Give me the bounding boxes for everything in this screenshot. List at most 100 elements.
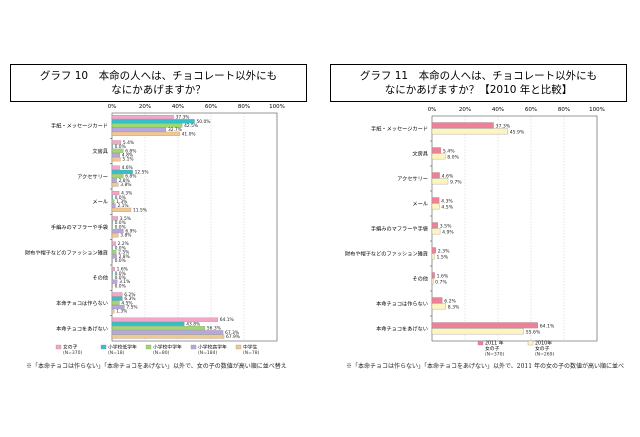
category-label: その他 xyxy=(412,275,428,283)
legend-label: 女の子 xyxy=(63,344,78,351)
category-label: 本命チョコは作らない xyxy=(376,300,428,308)
bar xyxy=(111,115,174,120)
chart-title-line-1: グラフ 10 本命の人へは、チョコレート以外にも xyxy=(39,70,278,82)
data-label: 12.5% xyxy=(135,169,149,175)
legend-n: (N=269) xyxy=(535,352,554,358)
category-label: 手紙・メッセージカード xyxy=(371,125,428,133)
category-label: 手編みのマフラーや手袋 xyxy=(371,225,428,233)
category-label: メール xyxy=(412,202,428,208)
bar xyxy=(111,279,118,284)
data-label: 1.6% xyxy=(117,267,128,273)
chart-title-box: グラフ 11 本命の人へは、チョコレート以外にも なにかあげますか？【2010 … xyxy=(330,64,627,102)
bar xyxy=(111,304,125,310)
bar xyxy=(111,148,124,153)
bar xyxy=(111,203,116,208)
bar xyxy=(431,272,435,279)
data-label: 64.1% xyxy=(220,317,234,323)
legend-swatch xyxy=(55,344,62,350)
bar xyxy=(431,303,446,310)
category-label: 本命チョコをあげない xyxy=(56,324,108,332)
x-tick-label: 80% xyxy=(558,107,570,113)
bar xyxy=(111,330,224,335)
legend-n: (N=80) xyxy=(153,350,170,356)
data-label: 2.8% xyxy=(119,254,130,260)
data-label: 4.3% xyxy=(441,199,453,205)
data-label: 6.2% xyxy=(124,292,135,298)
bar xyxy=(431,253,435,260)
chart-panel-graph11: グラフ 11 本命の人へは、チョコレート以外にも なにかあげますか？【2010 … xyxy=(320,0,640,437)
data-label: 4.8% xyxy=(122,153,133,159)
legend-swatch xyxy=(527,340,534,346)
legend-swatch xyxy=(145,344,152,350)
x-tick-label: 80% xyxy=(238,104,250,110)
x-tick-label: 0% xyxy=(108,104,117,110)
bar xyxy=(111,140,122,145)
data-label: 3.8% xyxy=(120,182,131,188)
bar xyxy=(111,119,195,124)
bar xyxy=(111,182,119,187)
bar xyxy=(111,224,113,229)
chart-panel-graph10: グラフ 10 本命の人へは、チョコレート以外にも なにかあげますか？ 0% 20%… xyxy=(10,64,307,370)
data-label: 0.0% xyxy=(115,195,126,201)
bar xyxy=(431,178,449,185)
data-label: 64.1% xyxy=(540,324,555,330)
bar xyxy=(111,326,206,331)
bar xyxy=(111,216,118,221)
data-label: 4.5% xyxy=(441,205,453,211)
bar xyxy=(431,153,446,160)
legend-label: 中学生 xyxy=(243,344,258,351)
bar xyxy=(431,147,442,154)
data-label: 2.8% xyxy=(119,178,130,184)
bar xyxy=(111,267,115,272)
x-tick-label: 0% xyxy=(428,107,437,113)
category-label: アクセサリー xyxy=(397,176,428,183)
x-tick-label: 40% xyxy=(492,107,504,113)
data-label: 4.6% xyxy=(122,165,133,171)
legend-swatch xyxy=(190,344,197,350)
bar xyxy=(431,278,434,285)
bar xyxy=(111,321,185,326)
data-label: 0.0% xyxy=(115,258,126,264)
chart-footnote: ※「本命チョコは作らない」「本命チョコをあげない」以外で、2011 年の女の子の… xyxy=(346,363,624,370)
bar xyxy=(111,271,113,276)
data-label: 3.1% xyxy=(119,279,130,285)
bar xyxy=(111,174,124,179)
data-label: 5.4% xyxy=(443,149,455,155)
category-label: 本命チョコは作らない xyxy=(56,299,108,307)
bar xyxy=(431,228,441,235)
bar xyxy=(111,292,123,297)
x-tick-label: 60% xyxy=(205,104,217,110)
data-label: 42.5% xyxy=(184,123,198,129)
data-label: 5.4% xyxy=(123,140,134,146)
data-label: 0.7% xyxy=(435,280,447,286)
legend-label: 小学校低学年 xyxy=(108,344,137,351)
category-label: 本命チョコをあげない xyxy=(376,325,428,333)
data-label: 0.0% xyxy=(115,275,126,281)
legend-label: 小学校中学年 xyxy=(153,344,182,351)
data-label: 1.3% xyxy=(116,309,127,315)
bar xyxy=(111,228,124,234)
x-tick-label: 20% xyxy=(139,104,151,110)
chart-footnote: ※「本命チョコは作らない」「本命チョコをあげない」以外で、女の子の数値が高い順に… xyxy=(26,363,287,370)
bar xyxy=(111,300,120,305)
bar xyxy=(111,245,113,250)
legend-n: (N=18) xyxy=(108,350,125,356)
bar xyxy=(111,250,117,255)
data-label: 32.7% xyxy=(168,127,182,133)
data-label: 6.3% xyxy=(124,296,135,302)
data-label: 67.3% xyxy=(225,330,239,336)
bar xyxy=(111,127,167,132)
x-tick-label: 100% xyxy=(589,107,605,113)
data-label: 3.8% xyxy=(120,233,131,239)
data-label: 4.6% xyxy=(442,174,454,180)
bar xyxy=(111,169,133,174)
data-label: 2.1% xyxy=(117,203,128,209)
data-label: 50.0% xyxy=(197,119,211,125)
category-label: 文房具 xyxy=(412,150,428,158)
bar xyxy=(111,309,115,314)
data-label: 1.3% xyxy=(116,199,127,205)
x-tick-label: 20% xyxy=(459,107,471,113)
bar-chart-graph11: 0% 20% 40% 60% 80% 100% 手紙・メッセージカード 37.3%45.9% 文… xyxy=(345,107,605,358)
bar xyxy=(431,328,524,335)
data-label: 45.9% xyxy=(510,130,525,136)
